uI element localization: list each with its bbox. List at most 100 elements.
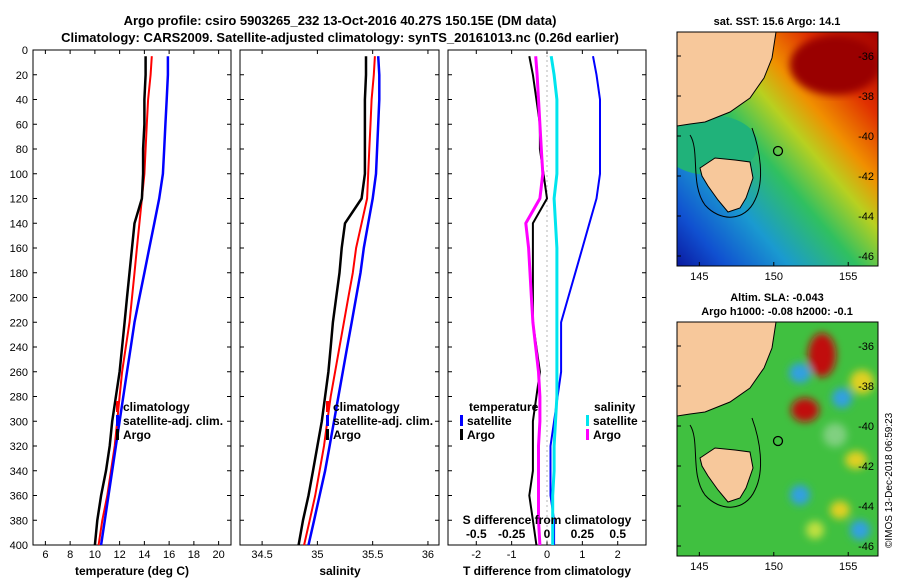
- argo-position-marker: [772, 435, 784, 447]
- tasmania: [699, 157, 754, 213]
- x-tick-label: 36: [422, 549, 434, 561]
- legend-t-satellite: satellite: [467, 414, 512, 428]
- salinity-panel: [239, 49, 440, 546]
- depth-tick-label: 200: [10, 293, 28, 305]
- legend-swatch-argo: [326, 429, 329, 440]
- series-satellite-adj-clim: [307, 56, 381, 546]
- sla-map-frame: [676, 321, 879, 557]
- argo-position-marker: [772, 145, 784, 157]
- legend-swatch-s-argo: [586, 429, 589, 440]
- depth-tick-label: 40: [16, 95, 28, 107]
- legend-swatch-s-satellite: [586, 415, 589, 426]
- tasmania: [699, 447, 754, 503]
- x-tick-label: 8: [67, 549, 73, 561]
- x-tick-label: 34.5: [251, 549, 272, 561]
- lat-tick-label: -38: [858, 91, 874, 103]
- sla-mid-3: [845, 451, 867, 469]
- depth-tick-label: 260: [10, 367, 28, 379]
- series-satellite-adj-clim: [99, 56, 170, 546]
- lon-tick-label: 145: [690, 561, 708, 573]
- depth-axis: 0 20 40 60 80 100 120 140 160 180 200 220 240 260 280 3…: [10, 45, 28, 552]
- depth-tick-label: 120: [10, 194, 28, 206]
- s-tick-label: -0.5: [466, 527, 487, 541]
- legend-swatch-argo: [116, 429, 119, 440]
- series-t-satellite: [549, 56, 601, 545]
- difference-chart: -2 -1 0 1 2 -0.5 -0.25 0 0.25 0.5: [448, 49, 646, 561]
- legend-swatch-satellite: [326, 415, 329, 426]
- series-s-argo: [524, 56, 545, 546]
- lat-tick-label: -36: [858, 51, 874, 63]
- sla-low-3: [790, 485, 810, 505]
- depth-tick-label: 340: [10, 466, 28, 478]
- difference-xlabel: T difference from climatology: [463, 564, 631, 578]
- title-line1: Argo profile: csiro 5903265_232 13-Oct-2…: [124, 13, 557, 28]
- s-tick-label: 0.5: [609, 527, 626, 541]
- sla-mid-2: [823, 423, 847, 447]
- sla-mid-4: [830, 501, 850, 519]
- depth-tick-label: 20: [16, 70, 28, 82]
- lat-tick-label: -40: [858, 421, 874, 433]
- legend-satellite: satellite-adj. clim.: [333, 414, 433, 428]
- x-tick-label: 2: [615, 549, 621, 561]
- sla-map-axes: 145 150 155 -36 -38 -40 -42 -44 -46: [677, 341, 874, 573]
- series-climatology: [303, 56, 376, 546]
- x-tick-label: 18: [188, 549, 200, 561]
- x-tick-label: 10: [89, 549, 101, 561]
- legend-swatch-satellite: [116, 415, 119, 426]
- x-tick-label: 14: [138, 549, 150, 561]
- lat-tick-label: -46: [858, 541, 874, 553]
- depth-tick-label: 320: [10, 441, 28, 453]
- sla-map-title: Altim. SLA: -0.043: [730, 292, 824, 304]
- legend-swatch-t-satellite: [460, 415, 463, 426]
- depth-tick-label: 400: [10, 540, 28, 552]
- depth-tick-label: 100: [10, 169, 28, 181]
- lon-tick-label: 150: [765, 271, 783, 283]
- mainland-coast: [677, 32, 777, 127]
- x-tick-label: -2: [471, 549, 481, 561]
- depth-tick-label: 220: [10, 317, 28, 329]
- x-tick-label: -1: [507, 549, 517, 561]
- x-tick-label: 12: [114, 549, 126, 561]
- x-tick-label: 35.5: [362, 549, 383, 561]
- sla-low-2: [832, 388, 852, 408]
- warm-eddy: [790, 35, 878, 95]
- depth-tick-label: 80: [16, 144, 28, 156]
- x-tick-label: 0: [544, 549, 550, 561]
- depth-tick-label: 140: [10, 218, 28, 230]
- series-s-satellite: [549, 55, 559, 545]
- sla-map: [677, 322, 878, 556]
- depth-tick-label: 180: [10, 268, 28, 280]
- s-tick-label: -0.25: [498, 527, 526, 541]
- legend-swatch-climatology: [326, 401, 329, 412]
- depth-tick-label: 0: [22, 45, 28, 57]
- depth-tick-label: 380: [10, 515, 28, 527]
- lat-tick-label: -44: [858, 501, 874, 513]
- salinity-legend: climatology satellite-adj. clim. Argo: [326, 400, 433, 442]
- lat-tick-label: -44: [858, 211, 874, 223]
- x-tick-label: 1: [579, 549, 585, 561]
- s-tick-label: 0.25: [571, 527, 595, 541]
- legend-s-argo: Argo: [593, 428, 621, 442]
- x-tick-label: 20: [213, 549, 225, 561]
- mainland-coast: [677, 322, 777, 417]
- legend-argo: Argo: [333, 428, 361, 442]
- legend-temperature-heading: temperature: [469, 400, 539, 414]
- legend-s-satellite: satellite: [593, 414, 638, 428]
- sla-mid-1: [850, 370, 874, 394]
- title-line2: Climatology: CARS2009. Satellite-adjuste…: [61, 30, 619, 45]
- lat-tick-label: -38: [858, 381, 874, 393]
- depth-tick-label: 60: [16, 119, 28, 131]
- lat-tick-label: -36: [858, 341, 874, 353]
- series-argo: [297, 56, 368, 546]
- salinity-chart: 34.5 35 35.5 36: [240, 49, 439, 561]
- temperature-xlabel: temperature (deg C): [75, 564, 189, 578]
- legend-salinity-heading: salinity: [594, 400, 636, 414]
- depth-tick-label: 160: [10, 243, 28, 255]
- salinity-xlabel: salinity: [319, 564, 361, 578]
- salinity-difference-xlabel: S difference from climatology: [463, 513, 632, 527]
- shelf-contour: [689, 417, 761, 508]
- lat-tick-label: -42: [858, 171, 874, 183]
- sst-map-axes: 145 150 155 -36 -38 -40 -42 -44 -46: [677, 51, 874, 283]
- sst-map-title: sat. SST: 15.6 Argo: 14.1: [714, 16, 841, 28]
- lon-tick-label: 155: [839, 271, 857, 283]
